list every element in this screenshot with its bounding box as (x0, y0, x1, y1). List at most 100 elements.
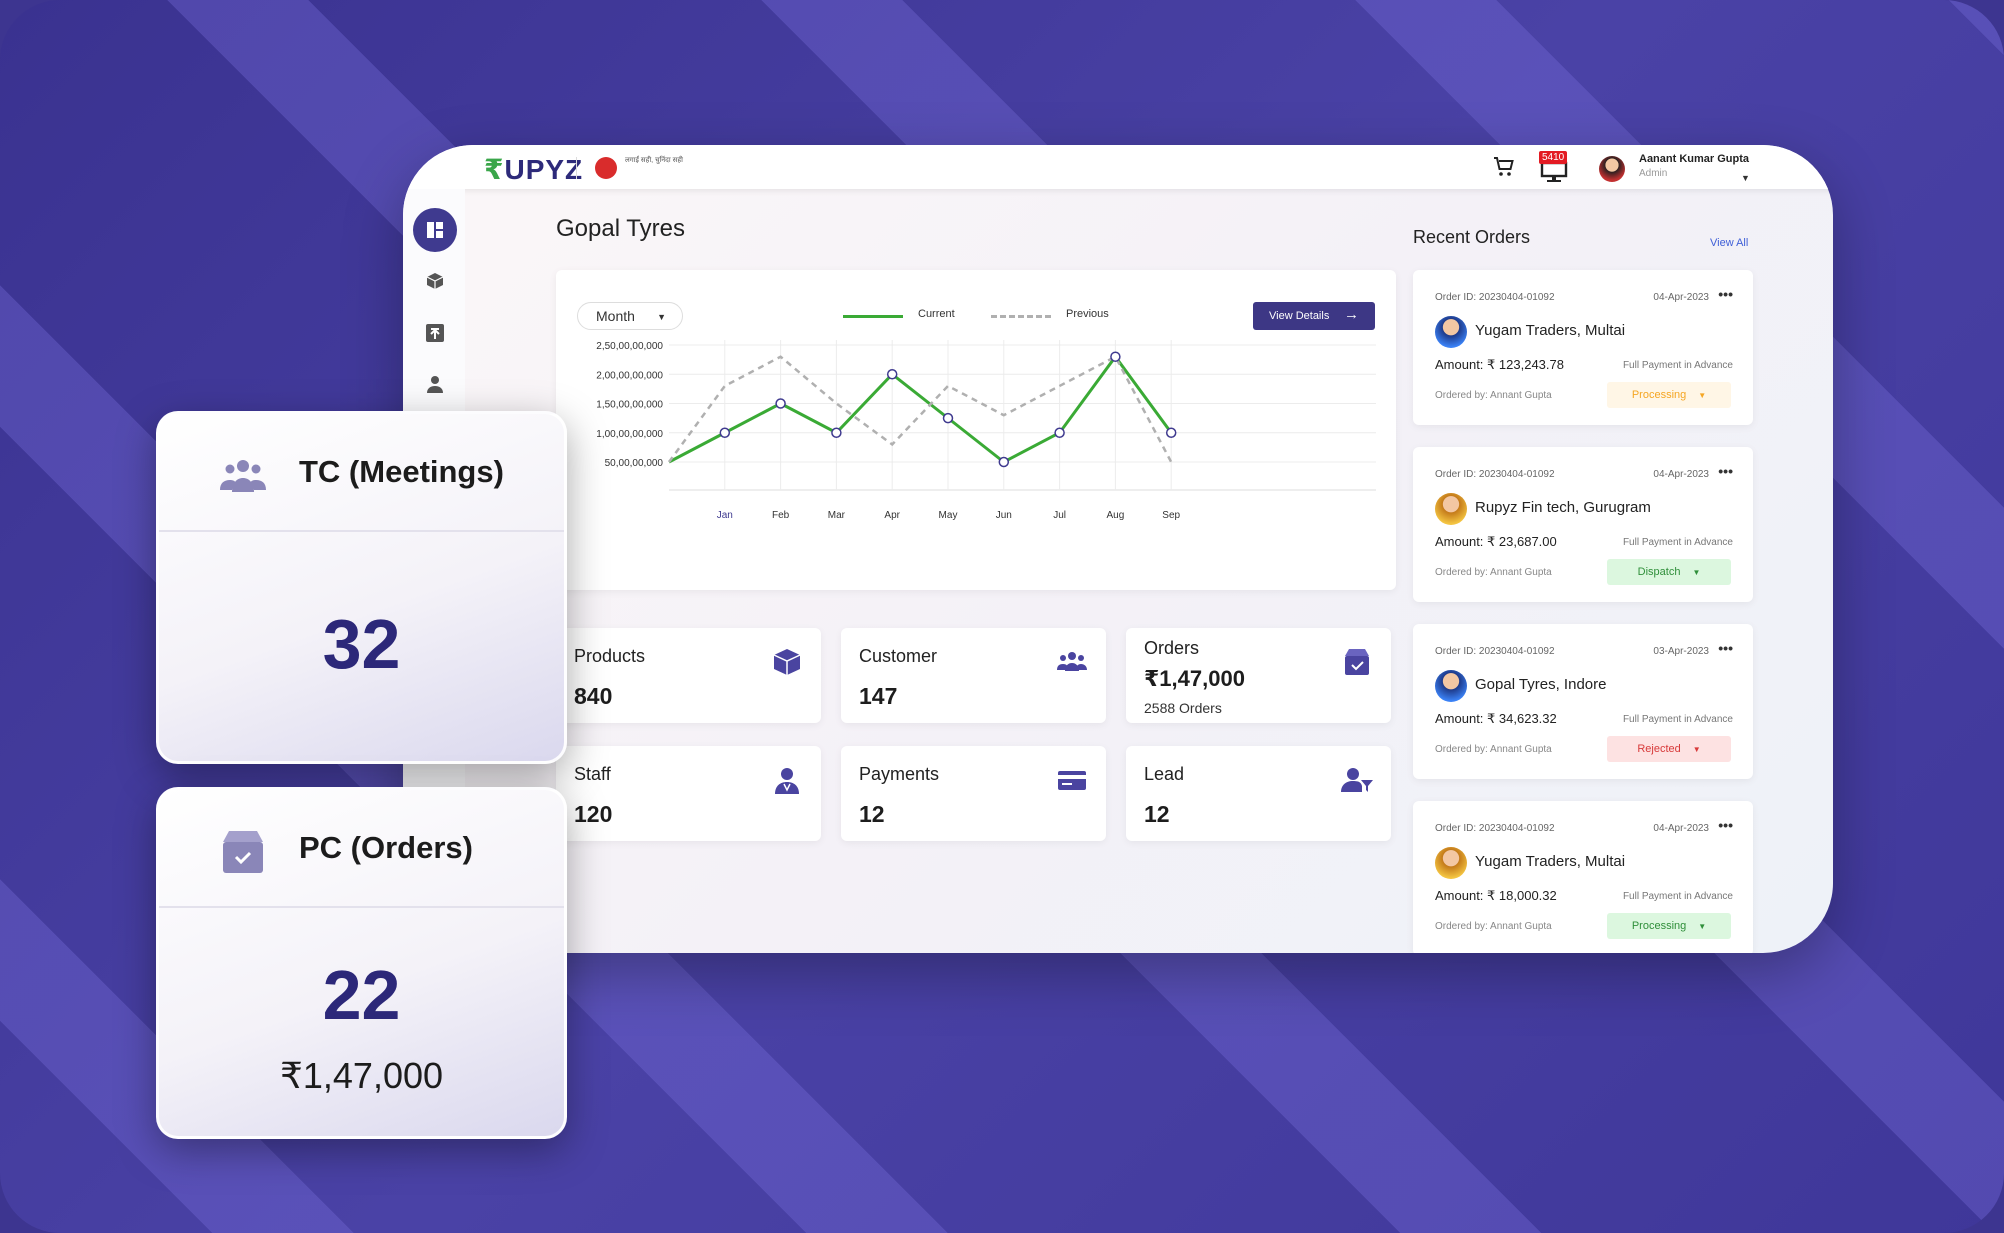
chevron-down-icon: ▼ (1698, 390, 1707, 400)
stat-card-staff[interactable]: Staff 120 (556, 746, 821, 841)
dashboard-icon (427, 222, 443, 238)
stat-sub: 2588 Orders (1144, 700, 1222, 716)
order-card[interactable]: Order ID: 20230404-01092 04-Apr-2023 ••• Yu… (1413, 270, 1753, 425)
y-tick-label: 50,00,00,000 (605, 458, 664, 469)
series-line-current (668, 354, 1173, 464)
view-details-button[interactable]: View Details → (1253, 302, 1375, 330)
tc-card-value: 32 (322, 605, 401, 683)
line-chart: 2,50,00,00,000 2,00,00,00,000 1,50,00,00,0… (596, 340, 1376, 521)
stat-value: 120 (574, 801, 613, 827)
y-tick-label: 1,50,00,00,000 (596, 400, 663, 411)
stat-card-lead[interactable]: Lead 12 (1126, 746, 1391, 841)
x-tick-label: Mar (828, 510, 846, 521)
user-name[interactable]: Aanant Kumar Gupta (1639, 153, 1750, 165)
stat-label: Products (574, 646, 646, 666)
legend-current-swatch (843, 315, 903, 318)
stat-value: ₹1,47,000 (1144, 666, 1245, 691)
top-bar: ₹UPYZ लगाईं सही, चुनिंदा सही 5410 Aanant… (403, 145, 1833, 189)
pc-card-value: 22 (322, 956, 401, 1034)
stat-label: Staff (574, 764, 611, 784)
x-tick-label: Aug (1107, 510, 1125, 521)
sales-chart-card: Month ▼ Current Previous View Details → … (556, 270, 1396, 590)
stat-card-products[interactable]: Products 840 (556, 628, 821, 723)
period-select-value: Month (596, 308, 635, 324)
view-all-link[interactable]: View All (1710, 237, 1749, 249)
data-point (1165, 427, 1177, 438)
stat-value: 147 (859, 683, 898, 709)
cart-icon[interactable] (1491, 155, 1517, 179)
status-dropdown[interactable]: Processing ▼ (1607, 382, 1731, 408)
chevron-down-icon: ▼ (1698, 921, 1707, 931)
period-select[interactable]: Month ▼ (577, 302, 683, 330)
sidebar-item-dashboard[interactable] (413, 208, 457, 252)
box-icon (773, 649, 801, 675)
sidebar-item-staff[interactable] (413, 362, 457, 406)
partner-tagline: लगाईं सही, चुनिंदा सही (625, 157, 683, 164)
stat-label: Lead (1144, 764, 1185, 784)
data-point (719, 427, 731, 438)
sidebar-item-products[interactable] (413, 259, 457, 303)
customer-name[interactable]: Gopal Tyres, Indore (1475, 676, 1607, 693)
tc-card-header: TC (Meetings) (159, 414, 564, 532)
status-dropdown[interactable]: Dispatch ▼ (1607, 559, 1731, 585)
stat-card-payments[interactable]: Payments 12 (841, 746, 1106, 841)
sidebar-item-upload[interactable] (413, 311, 457, 355)
y-tick-label: 2,50,00,00,000 (596, 341, 663, 352)
tc-meetings-card: TC (Meetings) 32 (156, 411, 567, 764)
stat-card-orders[interactable]: Orders ₹1,47,000 2588 Orders (1126, 628, 1391, 723)
payment-terms: Full Payment in Advance (1622, 714, 1733, 725)
y-tick-label: 2,00,00,00,000 (596, 370, 663, 381)
more-options-icon[interactable]: ••• (1718, 286, 1733, 302)
legend-previous-swatch (991, 315, 1051, 318)
staff-icon (427, 376, 443, 393)
user-menu-caret-icon[interactable]: ▼ (1741, 173, 1750, 183)
pc-card-amount: ₹1,47,000 (279, 1055, 444, 1096)
data-point (1110, 351, 1121, 362)
status-label: Rejected (1637, 743, 1681, 755)
customer-name[interactable]: Rupyz Fin tech, Gurugram (1475, 499, 1651, 516)
order-id: Order ID: 20230404-01092 (1435, 823, 1555, 834)
customer-avatar (1435, 316, 1467, 348)
ordered-by: Ordered by: Annant Gupta (1435, 390, 1552, 401)
notification-badge[interactable]: 5410 (1539, 151, 1568, 164)
ordered-by: Ordered by: Annant Gupta (1435, 744, 1552, 755)
order-amount: Amount: ₹ 123,243.78 (1435, 357, 1564, 372)
x-tick-label: Jan (717, 510, 733, 521)
more-options-icon[interactable]: ••• (1718, 640, 1733, 656)
more-options-icon[interactable]: ••• (1718, 463, 1733, 479)
status-dropdown[interactable]: Processing ▼ (1607, 913, 1731, 939)
legend-current-label: Current (918, 308, 955, 320)
card-icon (1058, 771, 1086, 790)
group-icon (1057, 652, 1087, 671)
order-card[interactable]: Order ID: 20230404-01092 04-Apr-2023 ••• Ru… (1413, 447, 1753, 602)
stat-card-customer[interactable]: Customer 147 (841, 628, 1106, 723)
customer-name[interactable]: Yugam Traders, Multai (1475, 322, 1626, 339)
more-options-icon[interactable]: ••• (1718, 817, 1733, 833)
x-tick-label: Jun (996, 510, 1012, 521)
lead-icon (1341, 768, 1373, 792)
payment-terms: Full Payment in Advance (1622, 891, 1733, 902)
x-tick-label: Feb (772, 510, 790, 521)
order-card[interactable]: Order ID: 20230404-01092 03-Apr-2023 ••• Go… (1413, 624, 1753, 779)
stat-value: 12 (1144, 801, 1170, 827)
order-date: 04-Apr-2023 (1653, 469, 1709, 480)
payment-terms: Full Payment in Advance (1622, 537, 1733, 548)
chevron-down-icon: ▼ (657, 312, 666, 322)
order-id: Order ID: 20230404-01092 (1435, 292, 1555, 303)
y-tick-label: 1,00,00,00,000 (596, 429, 663, 440)
customer-name[interactable]: Yugam Traders, Multai (1475, 853, 1626, 870)
status-dropdown[interactable]: Rejected ▼ (1607, 736, 1731, 762)
order-card[interactable]: Order ID: 20230404-01092 04-Apr-2023 ••• Yu… (1413, 801, 1753, 953)
logo-divider (576, 157, 577, 179)
tc-card-title: TC (Meetings) (299, 454, 504, 489)
x-tick-label: Jul (1053, 510, 1066, 521)
customer-avatar (1435, 847, 1467, 879)
data-point (775, 398, 786, 409)
view-details-label: View Details (1269, 310, 1330, 322)
user-avatar[interactable] (1599, 156, 1625, 182)
x-tick-label: Apr (884, 510, 900, 521)
status-label: Processing (1631, 389, 1687, 401)
rupyz-logo[interactable]: ₹UPYZ (484, 154, 584, 185)
customer-avatar (1435, 493, 1467, 525)
pc-card-header: PC (Orders) (159, 790, 564, 908)
